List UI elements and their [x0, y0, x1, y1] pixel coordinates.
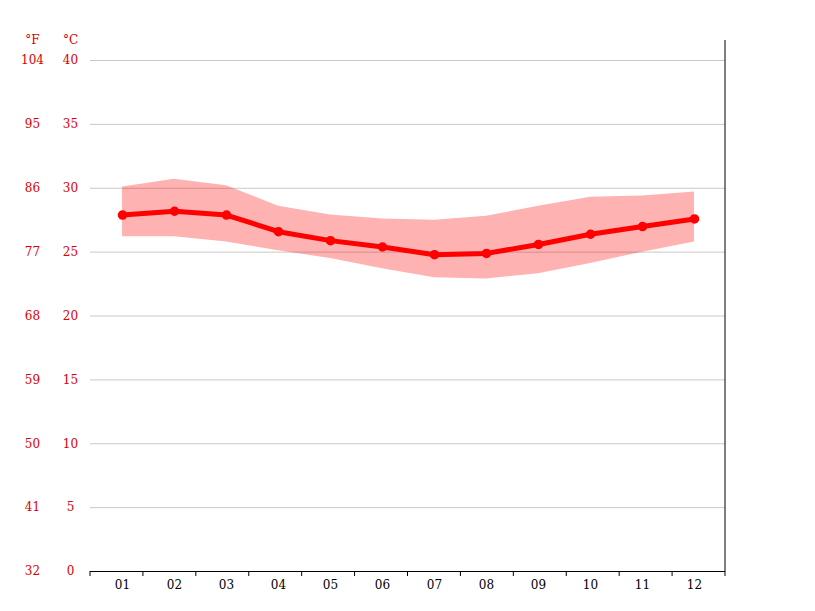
svg-text:30: 30	[63, 181, 78, 195]
svg-text:40: 40	[63, 53, 78, 67]
svg-text:86: 86	[25, 181, 40, 195]
svg-text:68: 68	[25, 309, 40, 323]
svg-text:08: 08	[479, 578, 494, 592]
svg-text:06: 06	[375, 578, 390, 592]
svg-text:03: 03	[219, 578, 234, 592]
svg-text:°F: °F	[25, 33, 39, 47]
svg-text:25: 25	[63, 245, 78, 259]
svg-text:01: 01	[115, 578, 130, 592]
svg-text:5: 5	[67, 500, 75, 514]
svg-text:59: 59	[25, 373, 40, 387]
svg-text:02: 02	[167, 578, 182, 592]
svg-text:20: 20	[63, 309, 78, 323]
svg-text:77: 77	[25, 245, 40, 259]
svg-text:09: 09	[531, 578, 546, 592]
svg-text:05: 05	[323, 578, 338, 592]
svg-text:04: 04	[271, 578, 287, 592]
svg-text:12: 12	[687, 578, 702, 592]
svg-text:07: 07	[427, 578, 442, 592]
svg-text:41: 41	[25, 500, 40, 514]
svg-text:95: 95	[25, 117, 40, 131]
svg-text:11: 11	[635, 578, 650, 592]
svg-text:10: 10	[63, 437, 78, 451]
svg-text:32: 32	[25, 564, 40, 578]
svg-text:104: 104	[21, 53, 44, 67]
svg-text:°C: °C	[63, 33, 78, 47]
svg-text:0: 0	[67, 564, 75, 578]
svg-text:35: 35	[63, 117, 78, 131]
svg-text:50: 50	[25, 437, 40, 451]
svg-text:10: 10	[583, 578, 598, 592]
svg-text:15: 15	[63, 373, 78, 387]
